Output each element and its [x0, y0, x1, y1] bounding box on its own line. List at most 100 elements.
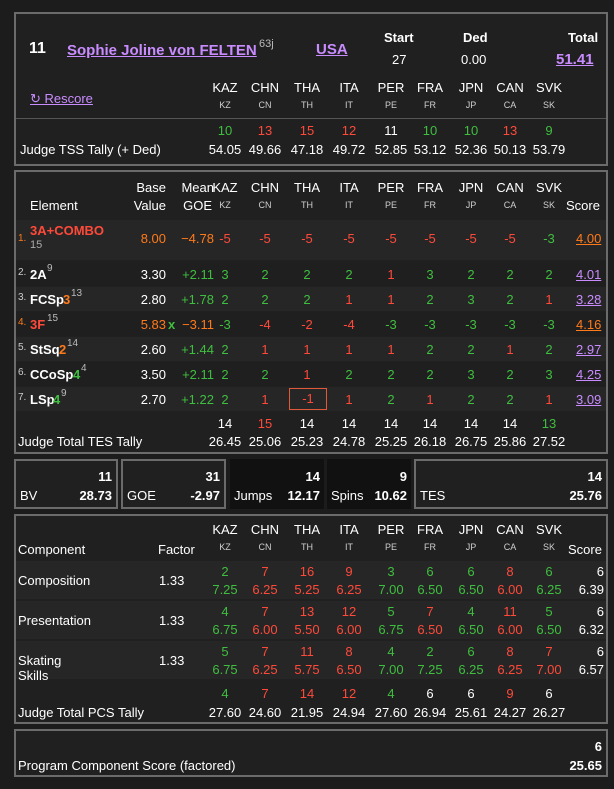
element-score-link[interactable]: 4.25 — [576, 367, 602, 382]
component-judge-value: 6.50 — [417, 622, 443, 637]
judge-goe-score: -5 — [385, 231, 397, 246]
element-score-link[interactable]: 4.01 — [576, 267, 602, 282]
pc-judge-svk: SVK — [535, 522, 562, 537]
component-judge-value: 7.25 — [212, 582, 238, 597]
element-base-value: 3.30 — [140, 267, 166, 282]
tss-value: 49.66 — [248, 142, 282, 157]
pc-judge-chn: CHN — [250, 522, 280, 537]
element-number: 6. — [18, 367, 27, 378]
judge-goe-score: 2 — [506, 267, 514, 282]
component-judge-rank: 11 — [300, 644, 314, 659]
element-score-link[interactable]: 2.97 — [576, 342, 602, 357]
component-header: Component — [18, 542, 86, 557]
element-row — [16, 312, 606, 336]
tss-value: 47.18 — [290, 142, 324, 157]
pc-judge-code-can: CA — [503, 542, 517, 552]
tss-rank: 13 — [502, 123, 518, 138]
judge-goe-score: 2 — [345, 267, 353, 282]
el-judge-code-kaz: KZ — [219, 200, 231, 210]
pcs-rank: 14 — [299, 686, 315, 701]
skater-superscript: 63j — [259, 38, 274, 50]
component-judge-rank: 3 — [387, 564, 395, 579]
component-judge-value: 7.00 — [536, 662, 562, 677]
component-judge-value: 6.50 — [458, 582, 484, 597]
component-score: 6.32 — [578, 622, 604, 637]
judge-goe-score: 3 — [467, 367, 475, 382]
tss-rank: 11 — [384, 123, 398, 138]
skater-name-link[interactable]: Sophie Joline von FELTEN — [67, 42, 257, 59]
element-level: 2 — [59, 342, 67, 357]
pcs-rank: 4 — [387, 686, 395, 701]
element-score-link[interactable]: 4.00 — [576, 231, 602, 246]
judge-goe-score: 2 — [221, 367, 229, 382]
element-level: 4 — [53, 392, 61, 407]
el-judge-kaz: KAZ — [212, 180, 238, 195]
nation-link[interactable]: USA — [316, 41, 348, 58]
component-judge-rank: 5 — [221, 644, 229, 659]
hdr-judge-code-jpn: JP — [465, 100, 477, 110]
component-score-rank: 6 — [596, 564, 604, 579]
judge-goe-score: 1 — [345, 292, 353, 307]
judge-goe-score: 2 — [345, 367, 353, 382]
tss-value: 52.85 — [374, 142, 408, 157]
component-judge-rank: 9 — [345, 564, 353, 579]
pc-judge-can: CAN — [496, 522, 524, 537]
tes-box: 14 TES 25.76 — [414, 459, 608, 509]
judge-goe-score: 1 — [261, 392, 269, 407]
tes-value: 25.76 — [569, 488, 602, 503]
element-sup: 4 — [81, 363, 87, 374]
tes-rank: 14 — [299, 416, 315, 431]
component-row — [16, 561, 606, 599]
element-sub: 15 — [30, 239, 43, 251]
component-judge-value: 6.25 — [252, 582, 278, 597]
pcs-tally-value: 27.60 — [208, 705, 242, 720]
judge-goe-score: 2 — [426, 292, 434, 307]
tes-tally-value: 26.45 — [208, 434, 242, 449]
element-level: 3 — [63, 292, 71, 307]
component-judge-rank: 5 — [387, 604, 395, 619]
element-base-value: 2.70 — [140, 392, 166, 407]
judge-goe-score: 2 — [545, 267, 553, 282]
component-judge-rank: 16 — [299, 564, 315, 579]
pcs-tally-value: 24.94 — [332, 705, 366, 720]
judge-goe-score: 2 — [467, 392, 475, 407]
component-factor: 1.33 — [159, 653, 185, 668]
element-base-value: 8.00 — [140, 231, 166, 246]
judge-goe-score: -3 — [385, 317, 397, 332]
tes-tally-value: 25.06 — [248, 434, 282, 449]
rescore-link[interactable]: ↻ Rescore — [30, 91, 93, 106]
el-judge-per: PER — [377, 180, 405, 195]
element-row — [16, 287, 606, 311]
element-goe: +1.22 — [181, 392, 214, 407]
ded-label: Ded — [463, 30, 488, 45]
tes-tally-value: 25.86 — [493, 434, 527, 449]
judge-goe-score: 2 — [261, 292, 269, 307]
factor-header: Factor — [158, 542, 195, 557]
tss-value: 53.12 — [413, 142, 447, 157]
tss-rank: 13 — [257, 123, 273, 138]
ded-value: 0.00 — [461, 52, 487, 67]
judge-goe-score: 2 — [506, 292, 514, 307]
judge-goe-score: 2 — [303, 267, 311, 282]
total-value-link[interactable]: 51.41 — [556, 51, 594, 68]
pcs-rank: 6 — [467, 686, 475, 701]
component-name: Presentation — [18, 613, 91, 628]
hdr-judge-code-svk: SK — [542, 100, 555, 110]
bv-rank: 11 — [98, 469, 112, 484]
component-judge-rank: 4 — [467, 604, 475, 619]
hdr-judge-code-chn: CN — [258, 100, 272, 110]
element-row — [16, 387, 606, 411]
component-factor: 1.33 — [159, 613, 185, 628]
tes-tally-value: 26.75 — [454, 434, 488, 449]
element-score-link[interactable]: 3.28 — [576, 292, 602, 307]
element-name: 2A — [30, 267, 47, 282]
el-judge-code-svk: SK — [542, 200, 555, 210]
element-name: StSq — [30, 342, 60, 357]
component-judge-value: 6.25 — [336, 582, 362, 597]
el-judge-code-can: CA — [503, 200, 517, 210]
element-score-link[interactable]: 3.09 — [576, 392, 602, 407]
goe-header: GOE — [183, 198, 212, 213]
element-score-link[interactable]: 4.16 — [576, 317, 602, 332]
hdr-judge-svk: SVK — [535, 80, 562, 95]
component-judge-rank: 5 — [545, 604, 553, 619]
